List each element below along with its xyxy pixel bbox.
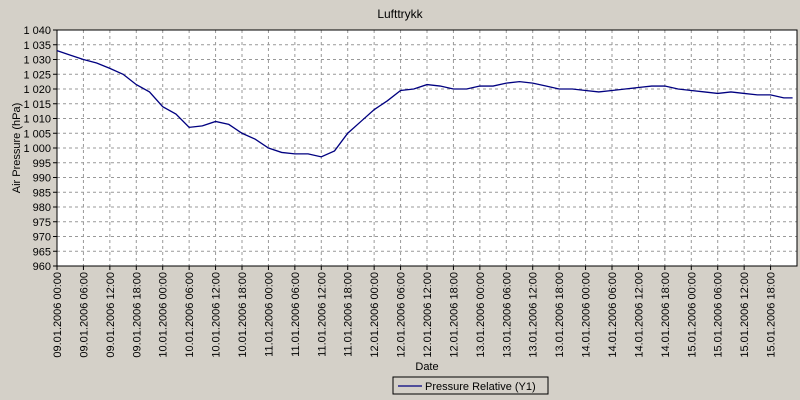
y-tick-label: 960: [33, 261, 51, 273]
y-tick-label: 1 015: [23, 99, 51, 111]
y-tick-label: 995: [33, 158, 51, 170]
x-tick-label: 15.01.2006 18:00: [766, 272, 778, 358]
legend: [392, 376, 549, 395]
y-tick-label: 970: [33, 232, 51, 244]
x-tick-label: 13.01.2006 12:00: [528, 272, 540, 358]
x-tick-label: 11.01.2006 12:00: [316, 272, 328, 357]
y-tick-label: 985: [33, 187, 51, 199]
y-tick-label: 990: [33, 173, 51, 185]
y-tick-label: 1 005: [23, 128, 51, 140]
x-tick-label: 13.01.2006 06:00: [501, 272, 513, 358]
y-tick-label: 1 025: [23, 69, 51, 81]
x-tick-label: 10.01.2006 12:00: [211, 272, 223, 358]
x-tick-label: 10.01.2006 06:00: [184, 272, 196, 358]
x-tick-label: 09.01.2006 06:00: [78, 272, 90, 358]
x-tick-label: 10.01.2006 00:00: [158, 272, 170, 358]
y-tick-label: 1 040: [23, 25, 51, 37]
x-tick-label: 10.01.2006 18:00: [237, 272, 249, 358]
chart-title: Lufttrykk: [377, 7, 423, 21]
x-tick-label: 12.01.2006 06:00: [396, 272, 408, 358]
y-tick-label: 1 010: [23, 114, 51, 126]
y-tick-label: 965: [33, 246, 51, 258]
x-tick-label: 12.01.2006 12:00: [422, 272, 434, 358]
x-tick-label: 15.01.2006 12:00: [739, 272, 751, 358]
y-tick-label: 1 020: [23, 84, 51, 96]
y-tick-label: 1 000: [23, 143, 51, 155]
plot-border: [56, 29, 798, 267]
x-tick-label: 14.01.2006 06:00: [607, 272, 619, 358]
x-tick-label: 14.01.2006 18:00: [660, 272, 672, 358]
x-tick-label: 15.01.2006 06:00: [713, 272, 725, 358]
x-tick-label: 09.01.2006 12:00: [105, 272, 117, 358]
x-tick-label: 09.01.2006 18:00: [131, 272, 143, 358]
y-tick-label: 1 035: [23, 40, 51, 52]
x-tick-label: 11.01.2006 00:00: [263, 272, 275, 357]
x-tick-label: 14.01.2006 00:00: [581, 272, 593, 358]
x-tick-label: 15.01.2006 00:00: [686, 272, 698, 358]
x-tick-label: 11.01.2006 18:00: [343, 272, 355, 357]
x-tick-label: 09.01.2006 00:00: [52, 272, 64, 358]
x-tick-label: 13.01.2006 00:00: [475, 272, 487, 358]
x-axis-label: Date: [415, 361, 438, 373]
x-tick-label: 12.01.2006 18:00: [448, 272, 460, 358]
y-tick-label: 975: [33, 217, 51, 229]
y-tick-label: 980: [33, 202, 51, 214]
y-axis-label: Air Pressure (hPa): [11, 103, 23, 193]
x-tick-label: 14.01.2006 12:00: [633, 272, 645, 358]
legend-label: Pressure Relative (Y1): [425, 381, 536, 393]
x-tick-label: 13.01.2006 18:00: [554, 272, 566, 358]
line-series: [56, 50, 793, 158]
x-tick-label: 12.01.2006 00:00: [369, 272, 381, 358]
x-tick-label: 11.01.2006 06:00: [290, 272, 302, 357]
y-tick-label: 1 030: [23, 55, 51, 67]
plot-area: [56, 29, 798, 267]
